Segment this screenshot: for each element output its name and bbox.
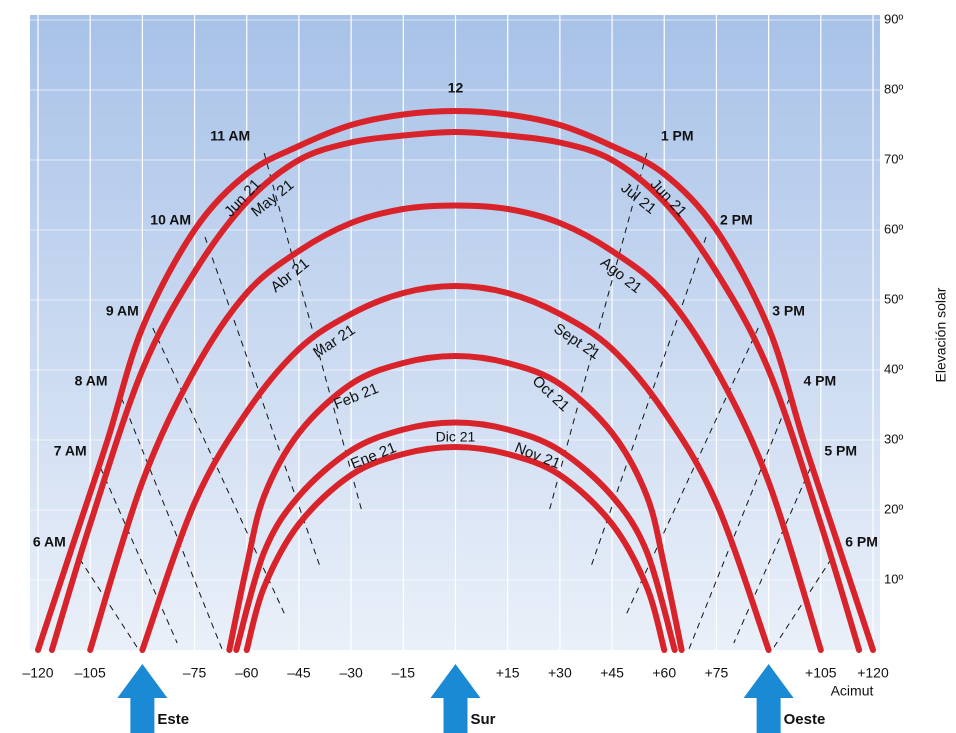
x-tick-label: –30 [339, 665, 363, 681]
sun-path [139, 282, 772, 653]
x-tick-label: –45 [287, 665, 311, 681]
direction-label: Este [157, 711, 189, 728]
x-tick-label: –75 [183, 665, 207, 681]
x-tick-label: +45 [600, 665, 624, 681]
hour-label: 8 AM [75, 373, 108, 389]
y-tick-label: 90º [884, 11, 903, 26]
direction-label: Oeste [784, 711, 826, 728]
x-tick-label: +120 [857, 665, 889, 681]
x-tick-label: +75 [705, 665, 729, 681]
hour-label: 7 AM [54, 443, 87, 459]
hour-label: 5 PM [824, 443, 857, 459]
hour-line [688, 397, 790, 651]
hour-label: 4 PM [804, 373, 837, 389]
hour-line [121, 397, 223, 651]
hour-line [79, 558, 140, 651]
sun-path [48, 128, 863, 653]
x-tick-label: +15 [496, 665, 520, 681]
y-tick-label: 70º [884, 151, 903, 166]
sun-path [35, 107, 876, 653]
direction-label: Sur [471, 711, 496, 728]
hour-label: 9 AM [106, 303, 139, 319]
sun-path [226, 352, 685, 653]
sun-path [233, 419, 678, 653]
hour-label: 2 PM [720, 212, 753, 228]
hour-label: 12 [448, 80, 464, 96]
hour-label: 10 AM [150, 212, 191, 228]
sun-path [243, 443, 668, 653]
y-tick-label: 10º [884, 571, 903, 586]
y-tick-label: 60º [884, 221, 903, 236]
hour-line [100, 467, 178, 644]
hour-label: 11 AM [210, 128, 250, 144]
sun-path [87, 202, 824, 653]
y-tick-label: 50º [884, 291, 903, 306]
hour-line [733, 467, 811, 644]
date-label: Dic 21 [436, 429, 476, 445]
y-tick-label: 30º [884, 431, 903, 446]
hour-line [625, 327, 759, 616]
y-tick-label: 40º [884, 361, 903, 376]
y-tick-label: 80º [884, 81, 903, 96]
y-tick-label: 20º [884, 501, 903, 516]
x-axis-label: Acimut [831, 683, 874, 699]
direction-arrow [430, 664, 481, 733]
hour-label: 6 PM [845, 534, 878, 550]
y-axis-label: Elevación solar [933, 287, 949, 382]
x-tick-label: +30 [548, 665, 572, 681]
x-tick-label: +105 [805, 665, 837, 681]
hour-label: 3 PM [772, 303, 805, 319]
direction-arrow [117, 664, 168, 733]
x-tick-label: –60 [235, 665, 259, 681]
x-tick-label: –120 [22, 665, 53, 681]
hour-line [152, 327, 286, 616]
x-tick-label: +60 [652, 665, 676, 681]
hour-label: 1 PM [661, 128, 694, 144]
x-tick-label: –15 [392, 665, 416, 681]
hour-line [771, 558, 832, 651]
x-tick-label: –105 [75, 665, 106, 681]
hour-label: 6 AM [33, 534, 66, 550]
direction-arrow [743, 664, 794, 733]
